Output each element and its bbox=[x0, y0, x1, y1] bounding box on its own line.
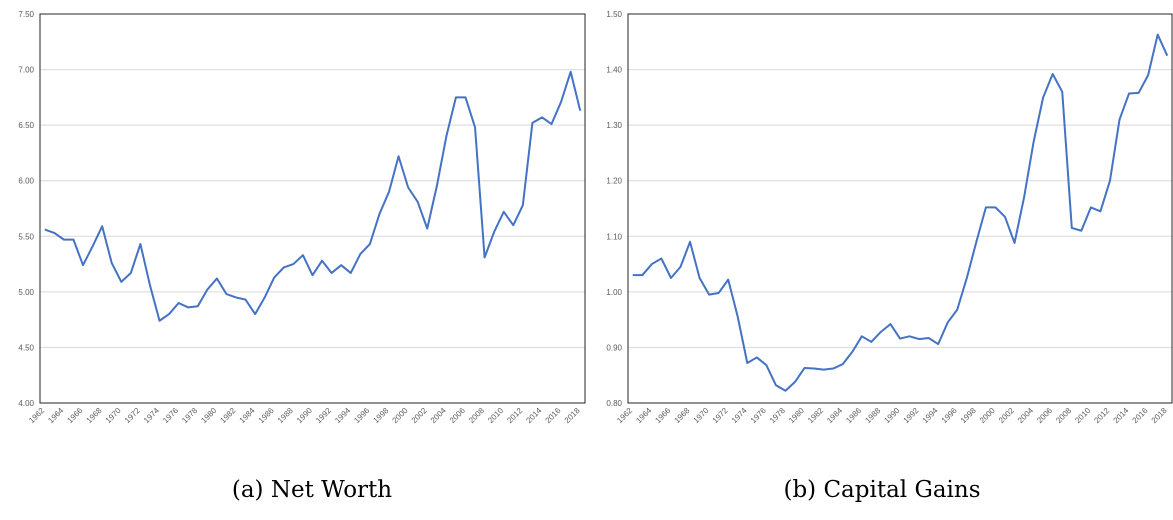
x-tick-label: 1994 bbox=[333, 406, 352, 425]
x-tick-label: 1976 bbox=[161, 406, 180, 425]
y-tick-label: 1.40 bbox=[606, 66, 622, 75]
y-tick-label: 1.10 bbox=[606, 232, 622, 241]
x-tick-label: 1988 bbox=[863, 406, 882, 425]
x-tick-label: 2006 bbox=[448, 406, 467, 425]
x-tick-label: 1974 bbox=[142, 406, 161, 425]
y-tick-label: 0.90 bbox=[606, 343, 622, 352]
y-tick-label: 5.50 bbox=[18, 232, 34, 241]
x-tick-label: 1964 bbox=[46, 406, 65, 425]
x-tick-label: 1972 bbox=[123, 406, 142, 425]
x-tick-label: 2004 bbox=[429, 406, 448, 425]
caption: (a) Net Worth bbox=[232, 477, 392, 503]
x-tick-label: 1992 bbox=[314, 406, 333, 425]
x-tick-label: 2012 bbox=[1092, 406, 1111, 425]
x-tick-label: 1962 bbox=[27, 406, 46, 425]
x-tick-label: 2018 bbox=[563, 406, 582, 425]
x-tick-label: 2012 bbox=[505, 406, 524, 425]
x-tick-label: 1968 bbox=[85, 406, 104, 425]
y-tick-label: 1.50 bbox=[606, 10, 622, 19]
x-tick-label: 1980 bbox=[787, 406, 806, 425]
x-tick-label: 1980 bbox=[199, 406, 218, 425]
x-tick-label: 1982 bbox=[218, 406, 237, 425]
y-tick-label: 5.00 bbox=[18, 288, 34, 297]
y-tick-label: 1.00 bbox=[606, 288, 622, 297]
y-tick-label: 4.00 bbox=[18, 399, 34, 408]
y-tick-label: 0.80 bbox=[606, 399, 622, 408]
x-tick-label: 1976 bbox=[749, 406, 768, 425]
y-tick-label: 6.50 bbox=[18, 121, 34, 130]
plot-frame bbox=[39, 13, 586, 404]
x-tick-label: 2008 bbox=[1054, 406, 1073, 425]
x-tick-label: 1984 bbox=[238, 406, 257, 425]
x-tick-label: 1996 bbox=[940, 406, 959, 425]
x-tick-label: 2018 bbox=[1150, 406, 1169, 425]
x-tick-label: 1996 bbox=[352, 406, 371, 425]
x-tick-label: 1966 bbox=[653, 406, 672, 425]
x-tick-label: 1966 bbox=[65, 406, 84, 425]
y-tick-label: 7.00 bbox=[18, 66, 34, 75]
x-tick-label: 1970 bbox=[104, 406, 123, 425]
x-tick-label: 2016 bbox=[544, 406, 563, 425]
data-line bbox=[44, 70, 582, 322]
x-tick-label: 2016 bbox=[1131, 406, 1150, 425]
x-tick-label: 1962 bbox=[615, 406, 634, 425]
x-tick-label: 1986 bbox=[844, 406, 863, 425]
x-tick-label: 1974 bbox=[730, 406, 749, 425]
x-tick-label: 2010 bbox=[486, 406, 505, 425]
x-tick-label: 1988 bbox=[276, 406, 295, 425]
x-tick-label: 2000 bbox=[978, 406, 997, 425]
x-tick-label: 1990 bbox=[882, 406, 901, 425]
data-line bbox=[632, 33, 1169, 392]
x-tick-label: 1978 bbox=[768, 406, 787, 425]
x-tick-label: 1994 bbox=[921, 406, 940, 425]
x-tick-label: 2014 bbox=[524, 406, 543, 425]
x-tick-label: 1986 bbox=[257, 406, 276, 425]
x-tick-label: 1990 bbox=[295, 406, 314, 425]
caption: (b) Capital Gains bbox=[783, 477, 980, 503]
x-tick-label: 2004 bbox=[1016, 406, 1035, 425]
x-tick-label: 1992 bbox=[902, 406, 921, 425]
x-tick-label: 2010 bbox=[1073, 406, 1092, 425]
x-tick-label: 2014 bbox=[1112, 406, 1131, 425]
y-tick-label: 4.50 bbox=[18, 343, 34, 352]
x-tick-label: 1972 bbox=[711, 406, 730, 425]
x-tick-label: 1964 bbox=[634, 406, 653, 425]
x-tick-label: 1998 bbox=[371, 406, 390, 425]
x-tick-label: 1982 bbox=[806, 406, 825, 425]
x-tick-label: 1978 bbox=[180, 406, 199, 425]
x-tick-label: 1998 bbox=[959, 406, 978, 425]
x-tick-label: 2002 bbox=[997, 406, 1016, 425]
y-tick-label: 7.50 bbox=[18, 10, 34, 19]
x-tick-label: 2008 bbox=[467, 406, 486, 425]
x-tick-label: 2000 bbox=[391, 406, 410, 425]
y-tick-label: 1.30 bbox=[606, 121, 622, 130]
y-tick-label: 1.20 bbox=[606, 177, 622, 186]
y-tick-label: 6.00 bbox=[18, 177, 34, 186]
x-tick-label: 2006 bbox=[1035, 406, 1054, 425]
plot-frame bbox=[627, 13, 1173, 404]
x-tick-label: 1984 bbox=[825, 406, 844, 425]
x-tick-label: 1968 bbox=[673, 406, 692, 425]
x-tick-label: 1970 bbox=[692, 406, 711, 425]
x-tick-label: 2002 bbox=[410, 406, 429, 425]
